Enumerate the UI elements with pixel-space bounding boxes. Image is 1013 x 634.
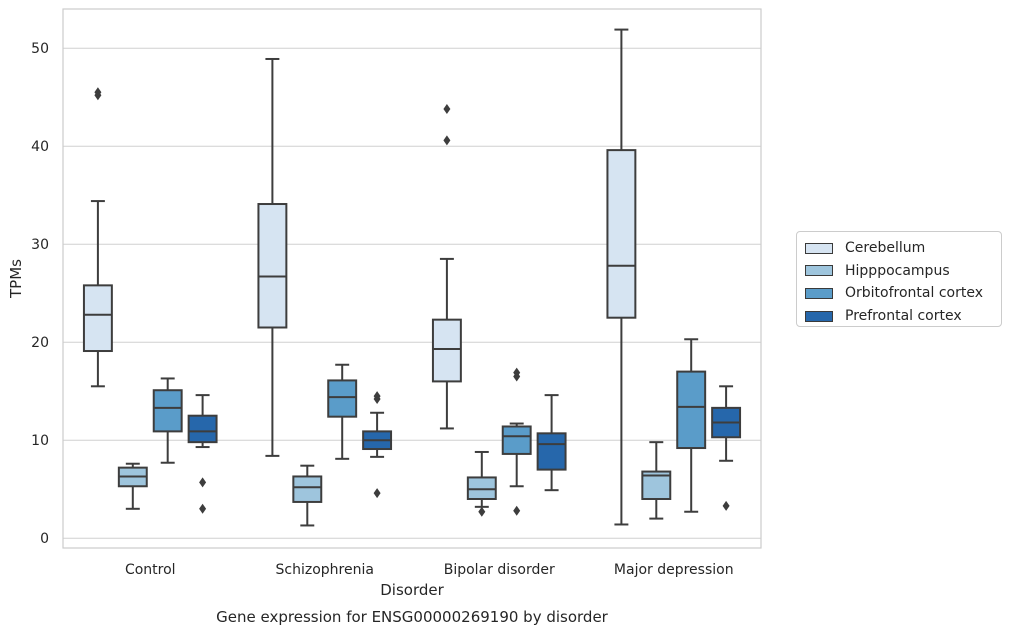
- box-iqr: [292, 475, 323, 503]
- outlier-point: [199, 477, 207, 488]
- box-2-0: [431, 103, 462, 430]
- box-1-0: [257, 57, 288, 457]
- box-2-3: [536, 394, 567, 492]
- box-1-3: [362, 391, 393, 499]
- outlier-point: [722, 500, 730, 511]
- x-tick-label: Major depression: [614, 562, 734, 578]
- box-iqr: [82, 284, 113, 353]
- legend-label: Orbitofrontal cortex: [845, 285, 983, 302]
- outlier-point: [478, 506, 486, 517]
- box-1-2: [327, 363, 358, 460]
- box-iqr: [536, 432, 567, 471]
- x-tick-label: Schizophrenia: [276, 562, 374, 578]
- y-tick-label: 50: [31, 41, 49, 57]
- box-0-2: [152, 377, 183, 464]
- outlier-point: [373, 488, 381, 499]
- y-tick-label: 20: [31, 335, 49, 351]
- plot-frame: [62, 8, 762, 549]
- outlier-point: [199, 503, 207, 514]
- x-tick-label: Bipolar disorder: [444, 562, 555, 578]
- box-iqr: [257, 203, 288, 329]
- box-3-3: [711, 385, 742, 511]
- legend-swatch: [805, 310, 833, 322]
- legend-swatch: [805, 287, 833, 299]
- y-tick-label: 40: [31, 139, 49, 155]
- legend-item: Prefrontal cortex: [805, 305, 1001, 328]
- box-2-1: [466, 450, 497, 517]
- box-iqr: [187, 414, 218, 444]
- legend-label: Hipppocampus: [845, 262, 950, 279]
- outlier-point: [373, 391, 381, 402]
- box-0-1: [117, 462, 148, 510]
- outlier-point: [443, 135, 451, 146]
- legend-item: Cerebellum: [805, 237, 1001, 260]
- box-iqr: [501, 425, 532, 455]
- chart-title: Gene expression for ENSG00000269190 by d…: [216, 608, 609, 626]
- legend: Cerebellum Hipppocampus Orbitofrontal cort…: [796, 231, 1002, 327]
- box-3-0: [606, 28, 637, 526]
- outlier-point: [443, 103, 451, 114]
- legend-item: Hipppocampus: [805, 260, 1001, 283]
- box-iqr: [327, 379, 358, 418]
- box-2-2: [501, 367, 532, 516]
- outlier-point: [513, 505, 521, 516]
- legend-swatch: [805, 242, 833, 254]
- box-1-1: [292, 464, 323, 527]
- y-tick-label: 10: [31, 433, 49, 449]
- x-axis-label: Disorder: [380, 581, 444, 599]
- y-axis-label: TPMs: [7, 259, 25, 299]
- box-0-3: [187, 394, 218, 514]
- legend-label: Cerebellum: [845, 240, 926, 257]
- y-tick-label: 30: [31, 237, 49, 253]
- x-tick-label: Control: [125, 562, 176, 578]
- legend-item: Orbitofrontal cortex: [805, 282, 1001, 305]
- outlier-point: [94, 87, 102, 98]
- box-3-1: [641, 441, 672, 520]
- box-iqr: [676, 370, 707, 450]
- y-tick-label: 0: [40, 531, 49, 547]
- outlier-point: [513, 367, 521, 378]
- box-iqr: [152, 389, 183, 433]
- legend-swatch: [805, 265, 833, 277]
- box-iqr: [431, 318, 462, 383]
- box-iqr: [606, 149, 637, 319]
- box-0-0: [82, 87, 113, 388]
- box-3-2: [676, 338, 707, 513]
- legend-label: Prefrontal cortex: [845, 308, 962, 325]
